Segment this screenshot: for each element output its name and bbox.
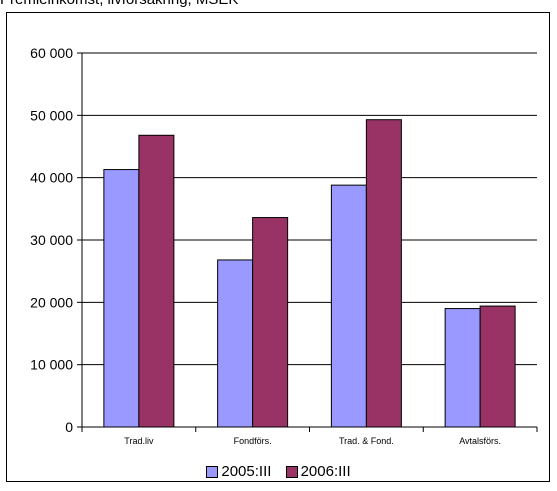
y-tick-label: 20 000 bbox=[30, 294, 73, 310]
legend-item-2005: 2005:III bbox=[206, 463, 271, 480]
bar-2005III-1 bbox=[217, 259, 254, 428]
bar-2006III-2 bbox=[365, 119, 402, 428]
bar-2005III-3 bbox=[444, 308, 481, 428]
bars bbox=[103, 119, 516, 428]
y-tick-label: 50 000 bbox=[30, 107, 73, 123]
legend-label-2005: 2005:III bbox=[221, 463, 272, 480]
legend-label-2006: 2006:III bbox=[300, 463, 351, 480]
legend-item-2006: 2006:III bbox=[285, 463, 351, 480]
bar-2006III-0 bbox=[138, 134, 175, 428]
x-tick-label: Fondförs. bbox=[234, 436, 272, 446]
bar-2006III-3 bbox=[479, 305, 516, 428]
bar-2005III-0 bbox=[103, 169, 140, 428]
y-tick-label: 0 bbox=[65, 419, 73, 435]
x-tick-label: Avtalsförs. bbox=[459, 436, 501, 446]
x-tick-label: Trad. & Fond. bbox=[339, 436, 394, 446]
axes bbox=[77, 52, 538, 432]
bar-2005III-2 bbox=[330, 184, 367, 428]
tick-labels: 0 10 000 20 000 30 000 40 000 50 000 60 000 Tra… bbox=[30, 45, 501, 446]
legend-swatch-2006 bbox=[285, 465, 298, 478]
legend-swatch-2005 bbox=[206, 465, 219, 478]
x-tick-label: Trad.liv bbox=[124, 436, 154, 446]
y-tick-label: 40 000 bbox=[30, 170, 73, 186]
y-tick-label: 30 000 bbox=[30, 232, 73, 248]
y-tick-label: 10 000 bbox=[30, 357, 73, 373]
y-tick-label: 60 000 bbox=[30, 45, 73, 61]
legend: 2005:III 2006:III bbox=[0, 463, 557, 482]
bar-2006III-1 bbox=[252, 217, 289, 428]
chart-title: Premieinkomst, livförsäkring, MSEK bbox=[0, 0, 238, 8]
